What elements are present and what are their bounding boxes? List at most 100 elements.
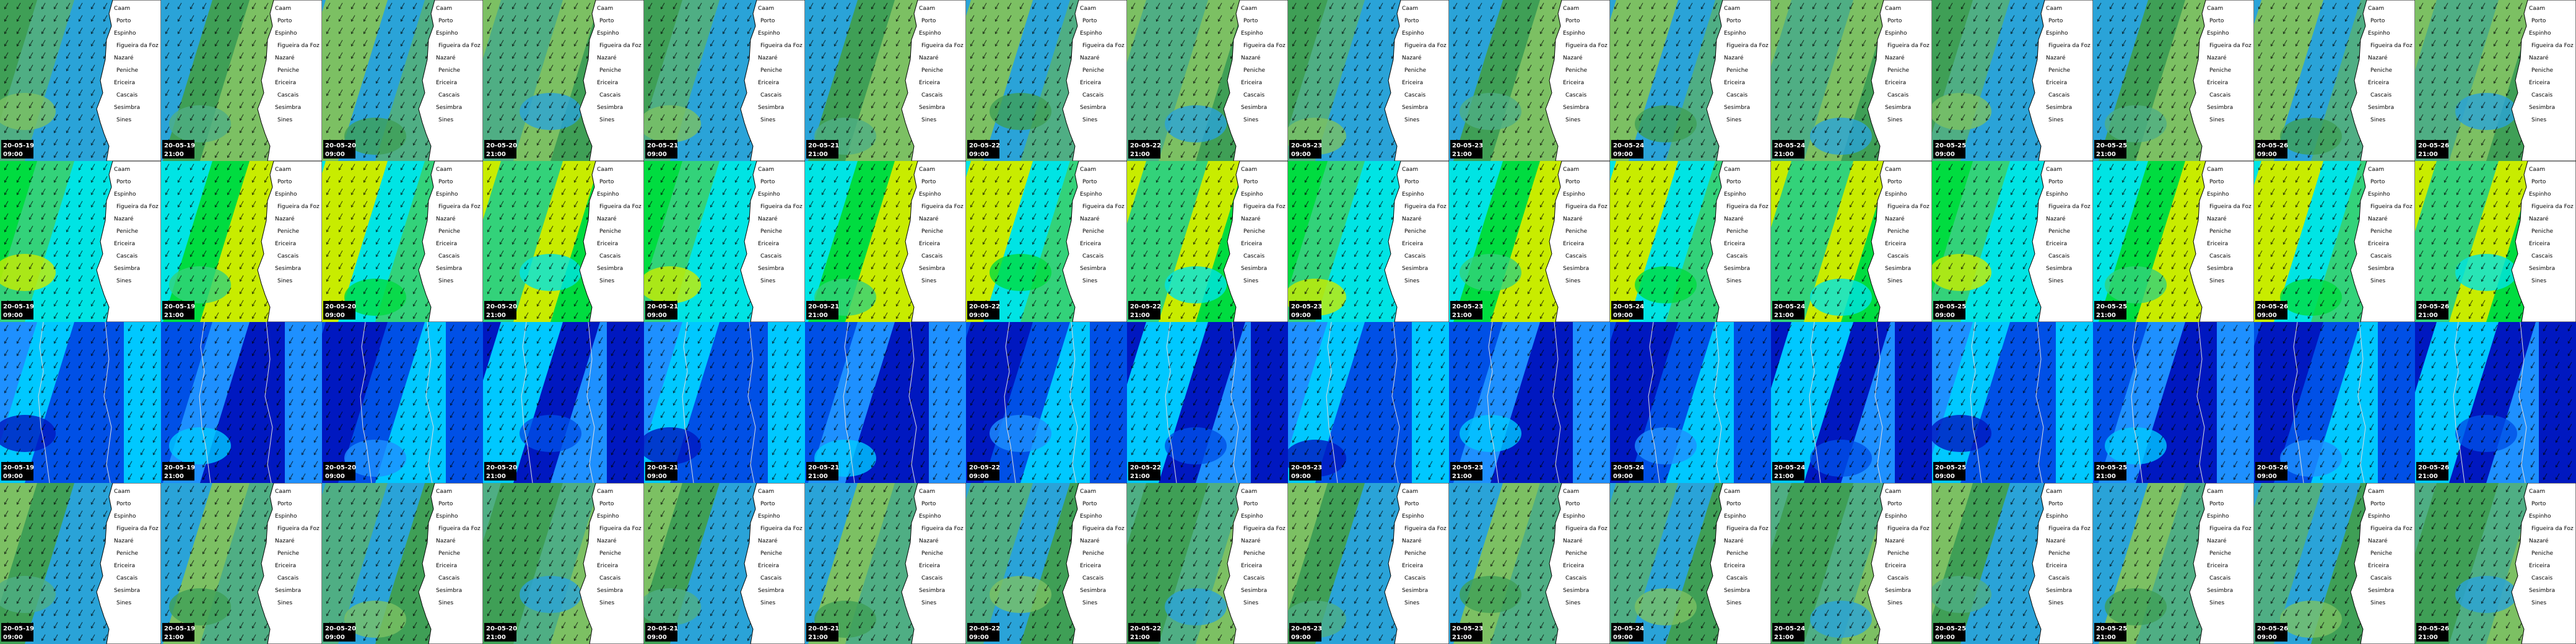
forecast-tile: Caam Porto Espinho Figueira da Foz Nazaré Pen… bbox=[805, 0, 966, 161]
map bbox=[966, 322, 1127, 483]
town-label: Peniche bbox=[2531, 67, 2554, 74]
town-label: Porto bbox=[277, 501, 292, 507]
town-label: Caam bbox=[1402, 489, 1418, 495]
forecast-tile: Caam Porto Espinho Figueira da Foz Nazaré Pen… bbox=[1288, 483, 1449, 644]
town-label: Sesimbra bbox=[1885, 266, 1911, 272]
town-label: Cascais bbox=[116, 92, 137, 98]
forecast-tile: 20-05-24 21:00 bbox=[1771, 322, 1932, 483]
label-box bbox=[967, 140, 999, 159]
town-label: Nazaré bbox=[2529, 537, 2549, 544]
tile-time: 09:00 bbox=[647, 473, 667, 480]
town-label: Caam bbox=[2529, 167, 2545, 173]
forecast-tile: Caam Porto Espinho Figueira da Foz Nazaré Pen… bbox=[1449, 0, 1610, 161]
town-label: Cascais bbox=[2370, 575, 2391, 581]
tile-date: 20-05-24 bbox=[1774, 142, 1805, 149]
tile-date: 20-05-26 bbox=[2257, 142, 2288, 149]
label-box bbox=[1611, 140, 1643, 159]
land bbox=[579, 483, 644, 644]
town-label: Espinho bbox=[1724, 513, 1746, 520]
forecast-tile: 20-05-20 21:00 bbox=[483, 322, 644, 483]
town-label: Sesimbra bbox=[919, 588, 945, 594]
town-label: Ericeira bbox=[1080, 563, 1101, 569]
tile-date: 20-05-26 bbox=[2257, 303, 2288, 310]
town-label: Caam bbox=[2529, 489, 2545, 495]
town-label: Figueira da Foz bbox=[116, 43, 159, 49]
map: Caam Porto Espinho Figueira da Foz Nazaré Pen… bbox=[0, 161, 161, 322]
town-label: Nazaré bbox=[1563, 537, 1583, 544]
town-label: Caam bbox=[1885, 489, 1901, 495]
town-label: Peniche bbox=[599, 228, 622, 235]
tile-time: 09:00 bbox=[1935, 634, 1955, 641]
map bbox=[644, 322, 805, 483]
town-label: Cascais bbox=[2209, 92, 2230, 98]
tile-date: 20-05-19 bbox=[3, 464, 34, 471]
town-label: Peniche bbox=[1082, 228, 1105, 235]
town-label: Caam bbox=[1724, 167, 1740, 173]
town-label: Nazaré bbox=[919, 54, 939, 61]
label-box bbox=[967, 623, 999, 642]
tile-date: 20-05-22 bbox=[969, 625, 1000, 632]
town-label: Caam bbox=[597, 167, 613, 173]
town-label: Cascais bbox=[1404, 253, 1425, 259]
town-label: Espinho bbox=[1241, 191, 1263, 198]
town-label: Sines bbox=[1404, 278, 1419, 284]
wind-arrows bbox=[966, 322, 1127, 483]
town-label: Sesimbra bbox=[597, 105, 623, 111]
town-label: Espinho bbox=[1563, 513, 1585, 520]
town-label: Sesimbra bbox=[1241, 588, 1267, 594]
town-label: Peniche bbox=[2370, 67, 2393, 74]
town-label: Cascais bbox=[1243, 253, 1264, 259]
town-label: Espinho bbox=[597, 30, 619, 37]
town-label: Caam bbox=[2368, 6, 2384, 12]
label-box bbox=[484, 140, 516, 159]
town-label: Espinho bbox=[2368, 30, 2390, 37]
forecast-tile: Caam Porto Espinho Figueira da Foz Nazaré Pen… bbox=[966, 0, 1127, 161]
town-label: Peniche bbox=[2209, 550, 2232, 557]
wind-arrows bbox=[322, 322, 483, 483]
tile-date: 20-05-24 bbox=[1613, 625, 1644, 632]
label-box bbox=[1772, 623, 1804, 642]
town-label: Espinho bbox=[2368, 191, 2390, 198]
town-label: Sesimbra bbox=[2207, 266, 2233, 272]
forecast-tile: Caam Porto Espinho Figueira da Foz Nazaré Pen… bbox=[483, 161, 644, 322]
town-label: Sines bbox=[1243, 278, 1258, 284]
town-label: Espinho bbox=[597, 191, 619, 198]
town-label: Nazaré bbox=[597, 215, 617, 222]
map: Caam Porto Espinho Figueira da Foz Nazaré Pen… bbox=[1449, 161, 1610, 322]
town-label: Espinho bbox=[1241, 513, 1263, 520]
forecast-tile: 20-05-23 21:00 bbox=[1449, 322, 1610, 483]
town-label: Peniche bbox=[1243, 67, 1266, 74]
town-label: Cascais bbox=[116, 253, 137, 259]
tile-time: 21:00 bbox=[1452, 151, 1472, 158]
town-label: Figueira da Foz bbox=[599, 526, 642, 532]
town-label: Sesimbra bbox=[1080, 266, 1106, 272]
forecast-tile: 20-05-25 09:00 bbox=[1932, 322, 2093, 483]
land bbox=[1706, 483, 1771, 644]
label-box bbox=[1933, 462, 1965, 481]
town-label: Nazaré bbox=[275, 537, 295, 544]
town-label: Nazaré bbox=[597, 537, 617, 544]
wind-arrows bbox=[644, 322, 805, 483]
map bbox=[2415, 322, 2576, 483]
wind-arrows bbox=[483, 322, 644, 483]
town-label: Nazaré bbox=[114, 215, 134, 222]
town-label: Ericeira bbox=[436, 80, 457, 86]
town-label: Sines bbox=[1726, 278, 1741, 284]
label-box bbox=[1128, 462, 1160, 481]
town-label: Sines bbox=[2370, 278, 2385, 284]
town-label: Sines bbox=[2048, 278, 2063, 284]
town-label: Figueira da Foz bbox=[1404, 204, 1447, 210]
town-label: Sines bbox=[438, 278, 453, 284]
town-label: Sines bbox=[277, 117, 292, 123]
tile-date: 20-05-24 bbox=[1613, 142, 1644, 149]
land bbox=[1223, 483, 1288, 644]
town-label: Peniche bbox=[1565, 67, 1588, 74]
wind-arrows bbox=[805, 322, 966, 483]
town-label: Ericeira bbox=[2046, 563, 2067, 569]
tile-time: 21:00 bbox=[2418, 151, 2438, 158]
town-label: Porto bbox=[2048, 18, 2063, 24]
town-label: Figueira da Foz bbox=[1082, 526, 1125, 532]
town-label: Peniche bbox=[2370, 550, 2393, 557]
town-label: Sesimbra bbox=[1402, 105, 1428, 111]
tile-date: 20-05-21 bbox=[808, 303, 839, 310]
